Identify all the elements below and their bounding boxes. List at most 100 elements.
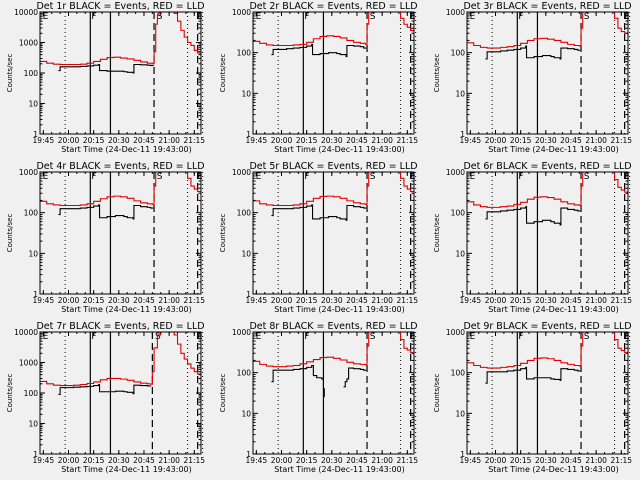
x-tick-label: 19:45 xyxy=(460,456,482,465)
x-tick-label: 21:15 xyxy=(610,456,632,465)
x-tick-label: 21:00 xyxy=(158,136,180,145)
x-tick-label: 21:15 xyxy=(183,296,205,305)
y-tick-label: 1000 xyxy=(19,39,38,48)
plot-frame xyxy=(466,331,629,455)
plot-title: Det 2r BLACK = Events, RED = LLD xyxy=(249,1,417,12)
x-tick-label: 20:30 xyxy=(535,136,557,145)
x-tick-label: 20:00 xyxy=(271,296,293,305)
plot-frame xyxy=(39,171,202,295)
event-marker-label: S xyxy=(370,332,376,342)
event-marker-label: S xyxy=(370,12,376,22)
y-tick-label: 100 xyxy=(237,209,252,218)
event-marker-label: F xyxy=(304,332,309,342)
plot-title: Det 1r BLACK = Events, RED = LLD xyxy=(36,1,204,12)
x-tick-label: 21:00 xyxy=(585,456,607,465)
x-tick-label: 20:15 xyxy=(83,296,105,305)
y-axis-label: Counts/sec xyxy=(433,374,441,413)
y-tick-label: 10000 xyxy=(14,8,38,17)
x-tick-label: 21:15 xyxy=(610,136,632,145)
x-tick-label: 21:15 xyxy=(610,296,632,305)
x-tick-label: 21:15 xyxy=(396,296,418,305)
event-marker-label: E xyxy=(410,172,416,182)
x-tick-label: 19:45 xyxy=(33,136,55,145)
y-tick-label: 1 xyxy=(33,290,38,299)
series-events-line xyxy=(485,366,581,384)
y-tick-label: 1 xyxy=(460,450,465,459)
x-tick-label: 21:00 xyxy=(158,296,180,305)
event-marker-label: S xyxy=(584,332,590,342)
series-lld-line xyxy=(40,172,201,207)
y-axis-label: Counts/sec xyxy=(6,214,14,253)
y-tick-label: 10 xyxy=(455,249,465,258)
series-events-line xyxy=(271,204,367,221)
y-tick-label: 1 xyxy=(246,290,251,299)
x-tick-label: 20:45 xyxy=(133,296,155,305)
series-events-line xyxy=(485,206,581,226)
x-tick-label: 20:30 xyxy=(321,296,343,305)
x-tick-label: 19:45 xyxy=(246,136,268,145)
series-events-line xyxy=(58,63,154,74)
series-events-line xyxy=(58,383,152,395)
y-tick-label: 10 xyxy=(28,100,38,109)
y-tick-label: 1000 xyxy=(232,8,251,17)
y-tick-label: 10 xyxy=(28,420,38,429)
y-axis-label: Counts/sec xyxy=(219,54,227,93)
panel-det-1: Det 1r BLACK = Events, RED = LLDEFSE1101… xyxy=(6,1,205,154)
x-tick-label: 21:00 xyxy=(585,136,607,145)
series-lld-line xyxy=(467,12,628,49)
plot-title: Det 3r BLACK = Events, RED = LLD xyxy=(463,1,631,12)
event-marker-label: F xyxy=(91,12,96,22)
x-axis-label: Start Time (24-Dec-11 19:43:00) xyxy=(61,305,192,314)
event-marker-label: E xyxy=(43,172,49,182)
x-tick-label: 19:45 xyxy=(246,296,268,305)
event-marker-label: F xyxy=(304,12,309,22)
y-tick-label: 1000 xyxy=(19,168,38,177)
y-tick-label: 100 xyxy=(24,209,39,218)
event-marker-label: E xyxy=(256,332,262,342)
series-lld-line xyxy=(467,332,628,369)
y-tick-label: 1000 xyxy=(446,168,465,177)
x-tick-label: 20:00 xyxy=(271,136,293,145)
series-lld-line xyxy=(253,12,414,47)
x-tick-label: 19:45 xyxy=(33,456,55,465)
series-events-line xyxy=(58,204,154,220)
y-tick-label: 10 xyxy=(241,249,251,258)
y-tick-label: 1 xyxy=(460,130,465,139)
plot-frame xyxy=(39,11,202,135)
series-lld-line xyxy=(40,332,201,387)
event-marker-label: E xyxy=(410,332,416,342)
series-lld-line xyxy=(467,172,628,208)
y-tick-label: 1 xyxy=(460,290,465,299)
event-marker-label: E xyxy=(256,12,262,22)
x-tick-label: 21:00 xyxy=(158,456,180,465)
x-tick-label: 20:15 xyxy=(83,136,105,145)
x-tick-label: 20:45 xyxy=(133,136,155,145)
x-tick-label: 20:30 xyxy=(535,456,557,465)
x-tick-label: 21:00 xyxy=(371,456,393,465)
plot-title: Det 4r BLACK = Events, RED = LLD xyxy=(36,161,204,172)
x-axis-label: Start Time (24-Dec-11 19:43:00) xyxy=(488,145,619,154)
y-tick-label: 10 xyxy=(241,409,251,418)
y-tick-label: 10 xyxy=(455,409,465,418)
y-axis-label: Counts/sec xyxy=(219,214,227,253)
plot-frame xyxy=(466,171,629,295)
plot-title: Det 5r BLACK = Events, RED = LLD xyxy=(249,161,417,172)
y-tick-label: 1000 xyxy=(232,168,251,177)
x-tick-label: 20:15 xyxy=(510,456,532,465)
y-tick-label: 1000 xyxy=(446,8,465,17)
x-tick-label: 20:00 xyxy=(485,456,507,465)
y-tick-label: 1 xyxy=(33,130,38,139)
y-tick-label: 100 xyxy=(237,49,252,58)
event-marker-label: E xyxy=(470,172,476,182)
y-tick-label: 100 xyxy=(24,69,39,78)
x-axis-label: Start Time (24-Dec-11 19:43:00) xyxy=(61,145,192,154)
event-marker-label: E xyxy=(43,12,49,22)
x-tick-label: 20:30 xyxy=(108,456,130,465)
x-tick-label: 20:00 xyxy=(485,136,507,145)
x-tick-label: 20:00 xyxy=(58,456,80,465)
y-tick-label: 100 xyxy=(451,369,466,378)
